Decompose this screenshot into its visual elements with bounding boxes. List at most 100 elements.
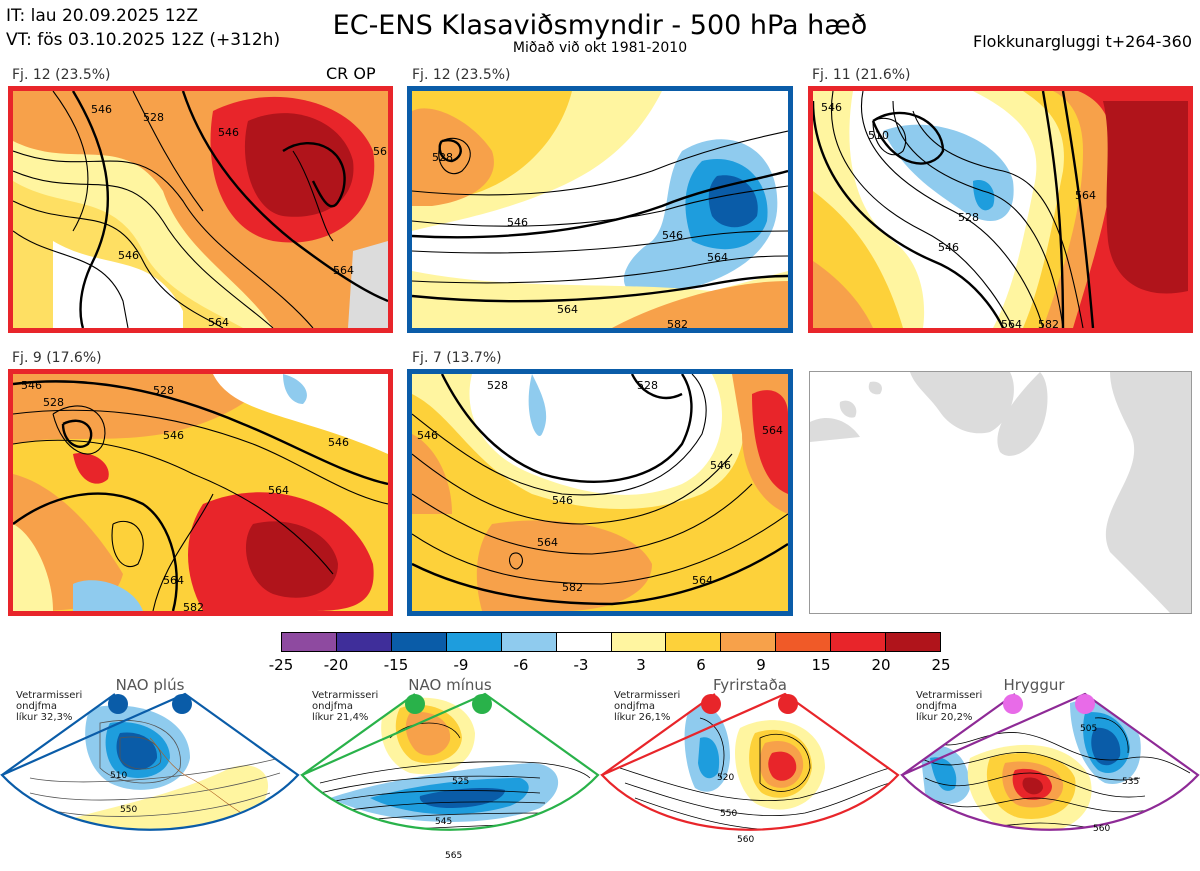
regime-3-contour-label: 560	[737, 835, 754, 845]
regime-3-title: Fyrirstaða	[713, 676, 787, 694]
colorbar-swatch	[831, 633, 887, 651]
empty-map	[809, 371, 1192, 614]
regime-4-stats-line: ondjfma	[916, 701, 957, 712]
colorbar-tick: -15	[383, 656, 409, 674]
page-subtitle: Miðað við okt 1981-2010	[512, 40, 688, 56]
regime-4-map: 505 535 560	[900, 692, 1200, 834]
cluster-4-contour-label: 564	[163, 574, 184, 587]
cluster-5-contour-label: 528	[487, 379, 508, 392]
regime-4-contour-label: 535	[1122, 777, 1139, 787]
colorbar-swatch	[776, 633, 832, 651]
regime-3-stats: Vetrarmisseri ondjfma líkur 26,1%	[614, 690, 680, 723]
colorbar-swatch	[886, 633, 941, 651]
colorbar-tick: 9	[756, 656, 766, 674]
cluster-5-contour-label: 564	[537, 536, 558, 549]
colorbar-tick: 20	[871, 656, 891, 674]
regime-3-stats-line: líkur 26,1%	[614, 712, 671, 723]
cluster-3-map: 510 528 546 546 564 564 582	[808, 86, 1193, 333]
regime-3-map: 520 550 560	[600, 692, 900, 845]
cluster-4-contour-label: 564	[268, 484, 289, 497]
cluster-3-contour-label: 564	[1075, 189, 1096, 202]
regime-3-stats-line: ondjfma	[614, 701, 655, 712]
cluster-2-contour-label: 564	[557, 303, 578, 316]
colorbar-tick: 25	[931, 656, 951, 674]
cluster-1-contour-label: 546	[118, 249, 139, 262]
regime-3-stats-line: Vetrarmisseri	[614, 690, 681, 701]
cluster-4-contour-label: 546	[163, 429, 184, 442]
page-title: EC-ENS Klasaviðsmyndir - 500 hPa hæð	[332, 10, 868, 41]
regime-4-stats-line: Vetrarmisseri	[916, 690, 983, 701]
header-times: IT: lau 20.09.2025 12Z VT: fös 03.10.202…	[6, 4, 280, 52]
colorbar-tick: -9	[453, 656, 469, 674]
colorbar-swatch	[721, 633, 777, 651]
colorbar-swatch	[501, 633, 557, 651]
colorbar-tick: -6	[513, 656, 529, 674]
colorbar-swatch	[391, 633, 447, 651]
cluster-2-contour-label: 528	[432, 151, 453, 164]
cluster-2-contour-label: 564	[707, 251, 728, 264]
regime-1-stats: Vetrarmisseri ondjfma líkur 32,3%	[16, 690, 82, 723]
cluster-window: Flokkunargluggi t+264-360	[973, 32, 1192, 51]
cluster-3-contour-label: 510	[868, 129, 889, 142]
colorbar-tick: -20	[323, 656, 349, 674]
cluster-4-contour-label: 546	[328, 436, 349, 449]
regime-1-title: NAO plús	[115, 676, 185, 694]
cluster-1-contour-label: 56	[373, 145, 387, 158]
cluster-5-contour-label: 564	[692, 574, 713, 587]
regime-1-contour-label: 510	[110, 771, 127, 781]
cluster-5-contour-label: 546	[552, 494, 573, 507]
regime-1-map: 510 550	[0, 692, 300, 831]
regime-4-stats: Vetrarmisseri ondjfma líkur 20,2%	[916, 690, 982, 723]
regime-4-contour-label: 560	[1093, 824, 1110, 834]
cluster-4-contour-label: 546	[21, 379, 42, 392]
cluster-1-contour-label: 564	[208, 316, 229, 328]
colorbar-swatch	[556, 633, 612, 651]
cluster-3-contour-label: 528	[958, 211, 979, 224]
regime-2-contour-label: 545	[435, 817, 452, 827]
cluster-1-contour-label: 564	[333, 264, 354, 277]
cluster-3-contour-label: 546	[938, 241, 959, 254]
cluster-5-map: 546 528 528 546 546 564 564 564 582	[407, 369, 793, 616]
colorbar-tick: 6	[696, 656, 706, 674]
cluster-5-label: Fj. 7 (13.7%)	[412, 350, 502, 366]
cluster-4-contour-label: 582	[183, 601, 204, 611]
cluster-5-contour-label: 546	[710, 459, 731, 472]
cluster-2-label: Fj. 12 (23.5%)	[412, 67, 511, 83]
cluster-5-contour-label: 546	[417, 429, 438, 442]
cluster-1-contour-label: 546	[218, 126, 239, 139]
colorbar-swatch	[611, 633, 667, 651]
regime-3-contour-label: 550	[720, 809, 737, 819]
init-time: IT: lau 20.09.2025 12Z	[6, 6, 198, 26]
cluster-5-contour-label: 564	[762, 424, 783, 437]
colorbar-tick: 15	[811, 656, 831, 674]
cluster-5-contour-label: 582	[562, 581, 583, 594]
colorbar	[281, 632, 941, 652]
cluster-3-label: Fj. 11 (21.6%)	[812, 67, 911, 83]
regime-2-title: NAO mínus	[408, 676, 492, 694]
cluster-1-contour-label: 546	[91, 103, 112, 116]
regime-2-map: 525 545 565	[300, 692, 600, 861]
cluster-3-contour-label: 582	[1038, 318, 1059, 328]
regime-2-stats-line: ondjfma	[312, 701, 353, 712]
cluster-4-map: 528 528 546 546 546 564 564 582	[8, 369, 393, 616]
colorbar-swatch	[336, 633, 392, 651]
colorbar-tick: -3	[573, 656, 589, 674]
regime-3-contour-label: 520	[717, 773, 734, 783]
cluster-3-contour-label: 546	[821, 101, 842, 114]
cluster-2-contour-label: 546	[507, 216, 528, 229]
regime-1-stats-line: ondjfma	[16, 701, 57, 712]
regime-4-contour-label: 505	[1080, 724, 1097, 734]
cluster-5-contour-label: 528	[637, 379, 658, 392]
valid-time: VT: fös 03.10.2025 12Z (+312h)	[6, 30, 281, 50]
regime-1-stats-line: Vetrarmisseri	[16, 690, 83, 701]
colorbar-tick: 3	[636, 656, 646, 674]
cluster-1-map: 546 546 528 546 564 564 56	[8, 86, 393, 333]
cluster-2-map: 528 546 546 564 564 582	[407, 86, 793, 333]
regime-4-stats-line: líkur 20,2%	[916, 712, 973, 723]
colorbar-swatch	[666, 633, 722, 651]
regime-2-contour-label: 525	[452, 777, 469, 787]
cluster-1-tag: CR OP	[326, 64, 376, 83]
cluster-2-contour-label: 546	[662, 229, 683, 242]
regime-2-stats: Vetrarmisseri ondjfma líkur 21,4%	[312, 690, 378, 723]
colorbar-swatch	[446, 633, 502, 651]
